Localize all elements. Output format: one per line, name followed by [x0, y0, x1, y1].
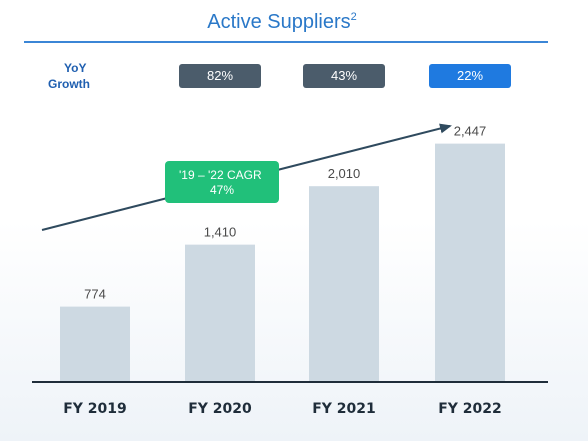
chart-title-superscript: 2: [351, 11, 357, 23]
cagr-callout: '19 – '22 CAGR 47%: [165, 161, 279, 203]
cagr-box: [165, 161, 279, 203]
bar-fy-2020: [185, 244, 255, 382]
yoy-badge: 82%: [179, 64, 261, 88]
x-tick-labels: FY 2019 FY 2020 FY 2021 FY 2022: [63, 401, 502, 417]
yoy-badge-box: [303, 64, 385, 88]
value-labels: 774 1,410 2,010 2,447: [84, 124, 486, 302]
yoy-badge-value: 22%: [457, 68, 483, 83]
bar-value-label: 1,410: [204, 225, 237, 240]
bar-value-label: 2,010: [328, 166, 361, 181]
chart-title-main: Active Suppliers: [207, 11, 350, 33]
yoy-badges: 82% 43% 22%: [179, 64, 511, 88]
chart-title: Active Suppliers2: [207, 11, 357, 33]
yoy-label: YoY Growth: [48, 61, 90, 91]
x-tick-label: FY 2022: [438, 401, 502, 417]
bar-fy-2019: [60, 306, 130, 382]
bar-fy-2022: [435, 143, 505, 382]
cagr-text-line2: 47%: [210, 183, 234, 197]
yoy-badge: 43%: [303, 64, 385, 88]
x-tick-label: FY 2021: [312, 401, 376, 417]
yoy-badge-box: [429, 64, 511, 88]
yoy-label-line1: YoY: [64, 61, 86, 75]
yoy-badge-box: [179, 64, 261, 88]
bar-fy-2021: [309, 186, 379, 382]
yoy-badge-value: 82%: [207, 68, 233, 83]
yoy-badge-value: 43%: [331, 68, 357, 83]
yoy-label-line2: Growth: [48, 77, 90, 91]
yoy-badge: 22%: [429, 64, 511, 88]
cagr-text-line1: '19 – '22 CAGR: [179, 168, 262, 182]
cagr-text: '19 – '22 CAGR 47%: [179, 168, 265, 197]
bar-value-label: 2,447: [454, 124, 487, 139]
x-tick-label: FY 2019: [63, 401, 127, 417]
x-tick-label: FY 2020: [188, 401, 252, 417]
bars: [60, 143, 505, 382]
bar-value-label: 774: [84, 287, 106, 302]
